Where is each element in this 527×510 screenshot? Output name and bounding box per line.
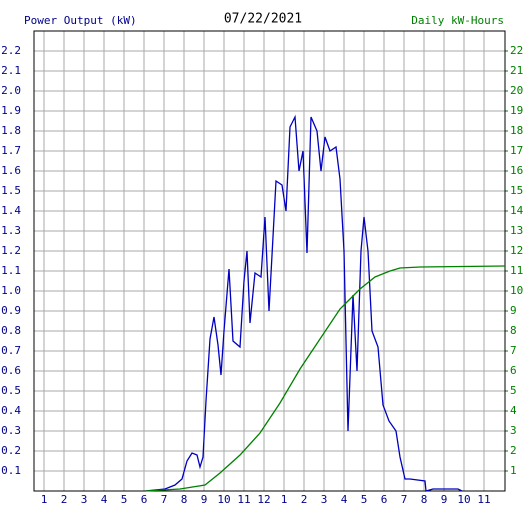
y-tick-label: 2.1 bbox=[1, 64, 21, 77]
y-tick-label: 1.3 bbox=[1, 224, 21, 237]
x-tick-label: 4 bbox=[341, 493, 348, 506]
x-tick-label: 8 bbox=[181, 493, 188, 506]
x-tick-label: 10 bbox=[457, 493, 470, 506]
y2-tick-label: 9 bbox=[510, 304, 517, 317]
x-tick-label: 3 bbox=[321, 493, 328, 506]
x-tick-label: 5 bbox=[361, 493, 368, 506]
y-tick-label: 0.3 bbox=[1, 424, 21, 437]
y-tick-label: 1.1 bbox=[1, 264, 21, 277]
y2-tick-label: 13 bbox=[510, 224, 523, 237]
y2-tick-label: 3 bbox=[510, 424, 517, 437]
y2-tick-label: 14 bbox=[510, 204, 524, 217]
y2-tick-label: 19 bbox=[510, 104, 523, 117]
x-tick-label: 1 bbox=[281, 493, 288, 506]
x-tick-label: 4 bbox=[101, 493, 108, 506]
y2-axis-title: Daily kW-Hours bbox=[411, 14, 504, 27]
x-tick-label: 3 bbox=[81, 493, 88, 506]
y-tick-label: 1.8 bbox=[1, 124, 21, 137]
y2-tick-label: 22 bbox=[510, 44, 523, 57]
x-tick-label: 7 bbox=[161, 493, 168, 506]
x-tick-label: 10 bbox=[217, 493, 230, 506]
y-tick-label: 0.1 bbox=[1, 464, 21, 477]
y2-tick-label: 21 bbox=[510, 64, 523, 77]
y-tick-label: 1.6 bbox=[1, 164, 21, 177]
series-line bbox=[144, 265, 506, 492]
y2-tick-label: 11 bbox=[510, 264, 523, 277]
y-tick-label: 1.9 bbox=[1, 104, 21, 117]
y2-tick-label: 20 bbox=[510, 84, 523, 97]
plot-border bbox=[33, 30, 506, 492]
x-tick-label: 2 bbox=[61, 493, 68, 506]
y-tick-label: 0.5 bbox=[1, 384, 21, 397]
y2-tick-label: 7 bbox=[510, 344, 517, 357]
x-tick-label: 11 bbox=[237, 493, 250, 506]
x-tick-label: 6 bbox=[381, 493, 388, 506]
x-tick-label: 2 bbox=[301, 493, 308, 506]
y2-tick-label: 5 bbox=[510, 384, 517, 397]
x-tick-label: 11 bbox=[477, 493, 490, 506]
y2-tick-label: 15 bbox=[510, 184, 523, 197]
y-tick-label: 0.9 bbox=[1, 304, 21, 317]
y2-tick-label: 12 bbox=[510, 244, 523, 257]
y-tick-label: 1.7 bbox=[1, 144, 21, 157]
y-tick-label: 1.0 bbox=[1, 284, 21, 297]
y-tick-label: 0.2 bbox=[1, 444, 21, 457]
y-tick-label: 0.8 bbox=[1, 324, 21, 337]
x-tick-label: 5 bbox=[121, 493, 128, 506]
y-tick-label: 2.0 bbox=[1, 84, 21, 97]
y2-tick-label: 1 bbox=[510, 464, 517, 477]
y2-tick-label: 17 bbox=[510, 144, 523, 157]
y2-tick-label: 2 bbox=[510, 444, 517, 457]
y2-tick-label: 18 bbox=[510, 124, 523, 137]
y-tick-label: 1.2 bbox=[1, 244, 21, 257]
chart-title: 07/22/2021 bbox=[224, 12, 302, 27]
x-tick-label: 6 bbox=[141, 493, 148, 506]
x-tick-label: 9 bbox=[441, 493, 448, 506]
y-tick-label: 1.5 bbox=[1, 184, 21, 197]
x-tick-label: 9 bbox=[201, 493, 208, 506]
x-tick-label: 12 bbox=[257, 493, 270, 506]
x-tick-label: 1 bbox=[41, 493, 48, 506]
series-line bbox=[144, 114, 463, 492]
y-axis-title: Power Output (kW) bbox=[24, 14, 137, 27]
y2-tick-label: 8 bbox=[510, 324, 517, 337]
y-tick-label: 0.6 bbox=[1, 364, 21, 377]
x-tick-label: 7 bbox=[401, 493, 408, 506]
y2-tick-label: 16 bbox=[510, 164, 523, 177]
y-tick-label: 1.4 bbox=[1, 204, 21, 217]
x-tick-label: 8 bbox=[421, 493, 428, 506]
y2-tick-label: 10 bbox=[510, 284, 523, 297]
y2-tick-label: 4 bbox=[510, 404, 517, 417]
y-tick-label: 0.7 bbox=[1, 344, 21, 357]
y2-tick-label: 6 bbox=[510, 364, 517, 377]
y-tick-label: 0.4 bbox=[1, 404, 21, 417]
y-tick-label: 2.2 bbox=[1, 44, 21, 57]
